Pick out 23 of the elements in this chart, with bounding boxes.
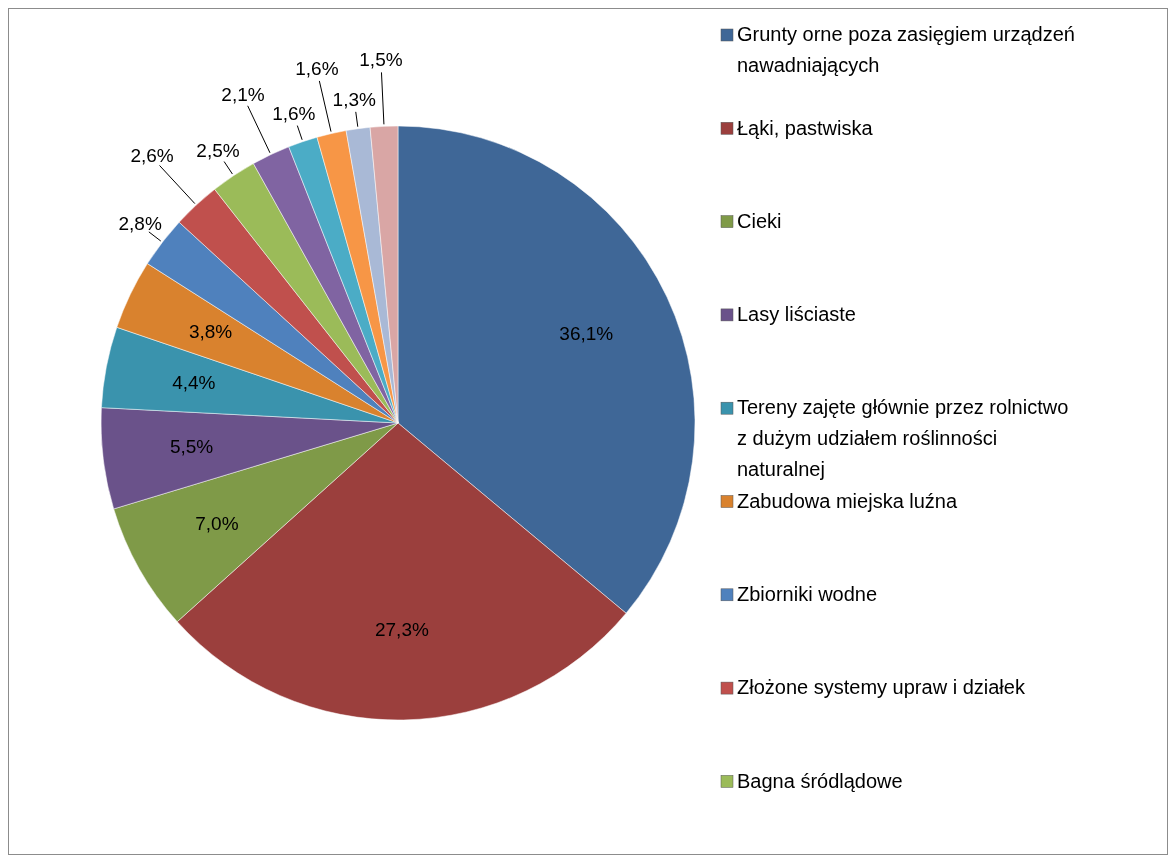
legend-label: Złożone systemy upraw i działek <box>737 676 1026 699</box>
legend-label: Lasy liściaste <box>737 303 856 326</box>
data-label: 1,5% <box>359 49 403 71</box>
data-label: 27,3% <box>374 618 429 640</box>
data-label: 1,6% <box>272 103 316 125</box>
legend-label: Grunty orne poza zasięgiem urządzeń nawadniających <box>737 23 1075 77</box>
data-label: 7,0% <box>195 513 239 535</box>
data-label: 1,3% <box>332 88 377 110</box>
legend-label: Łąki, pastwiska <box>737 116 874 139</box>
legend-label: Cieki <box>737 209 782 232</box>
legend-label: Bagna śródlądowe <box>737 769 903 792</box>
data-label: 36,1% <box>559 322 614 344</box>
data-label: 2,1% <box>221 83 265 105</box>
data-label: 3,8% <box>188 321 233 343</box>
data-label: 2,5% <box>196 140 240 162</box>
data-label: 5,5% <box>169 436 214 458</box>
legend-label: Zabudowa miejska luźna <box>737 489 958 512</box>
legend-label: Zbiorniki wodne <box>737 583 878 606</box>
legend-label: Tereny zajęte głównie przez rolnictwo z dużym udziałem roślinności naturalnej <box>737 396 1069 481</box>
data-label: 2,6% <box>130 145 174 167</box>
data-label: 2,8% <box>118 213 162 235</box>
data-label: 1,6% <box>295 58 339 80</box>
data-label: 4,4% <box>172 371 216 393</box>
